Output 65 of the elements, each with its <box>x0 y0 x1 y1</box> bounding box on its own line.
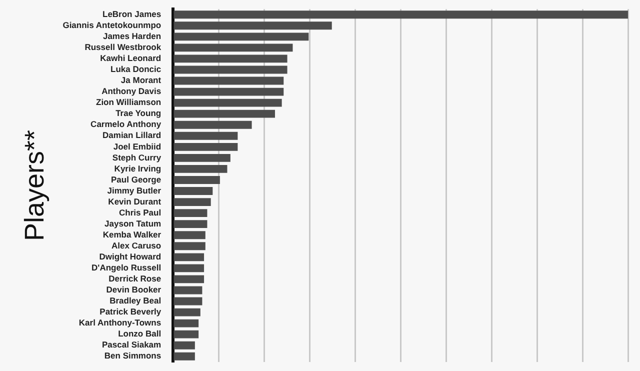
y-axis-title: Players** <box>20 129 50 242</box>
y-tick-label: Luka Doncic <box>110 64 162 74</box>
y-tick-label: D'Angelo Russell <box>92 262 162 273</box>
bar <box>174 352 195 360</box>
y-tick-label: Chris Paul <box>119 207 162 218</box>
bar <box>174 275 204 284</box>
y-tick-label: Paul George <box>111 174 162 184</box>
y-tick-label: Damian Lillard <box>102 130 162 140</box>
y-tick-label: Carmelo Anthony <box>90 119 162 130</box>
bar <box>174 76 284 85</box>
bar <box>174 110 275 118</box>
bar <box>174 164 228 173</box>
y-tick-label: Karl Anthony-Towns <box>78 318 162 328</box>
y-tick-label: Jimmy Butler <box>107 185 162 196</box>
y-tick-label: Ja Morant <box>120 75 162 86</box>
y-tick-label: Zion Williamson <box>96 97 162 108</box>
y-tick-label: Joel Embiid <box>113 141 162 152</box>
bar <box>174 198 211 206</box>
y-tick-label: James Harden <box>102 31 162 42</box>
bar <box>174 330 199 338</box>
bar <box>174 187 213 195</box>
y-tick-label: Patrick Beverly <box>100 306 162 317</box>
y-tick-label: Trae Young <box>116 108 162 118</box>
y-tick-label: Derrick Rose <box>108 274 162 284</box>
y-tick-label: Pascal Siakam <box>102 340 162 350</box>
bar <box>174 44 293 52</box>
bar <box>174 32 309 41</box>
bar <box>174 22 332 30</box>
bar <box>174 264 204 272</box>
y-tick-label: Russell Westbrook <box>84 42 162 52</box>
y-tick-label: Dwight Howard <box>99 252 162 262</box>
y-tick-label: Steph Curry <box>112 152 162 162</box>
bar <box>174 308 200 316</box>
bar <box>174 10 628 19</box>
y-tick-label: Ben Simmons <box>104 350 162 361</box>
y-tick-label: Bradley Beal <box>110 296 162 306</box>
bar <box>174 132 238 140</box>
bar <box>174 220 208 228</box>
y-tick-label: Alex Caruso <box>111 240 162 250</box>
y-tick-label: Kawhi Leonard <box>100 53 162 64</box>
bar <box>174 341 195 350</box>
bar <box>174 319 199 328</box>
bar <box>174 209 208 218</box>
bar <box>174 54 288 63</box>
y-tick-label: Kevin Durant <box>108 196 162 206</box>
bar <box>174 98 282 107</box>
y-tick-label: Jayson Tatum <box>104 218 162 228</box>
y-tick-label: LeBron James <box>102 8 162 19</box>
bar <box>174 142 238 151</box>
bar <box>174 242 206 250</box>
y-tick-label: Devin Booker <box>106 284 162 295</box>
y-tick-label: Kyrie Irving <box>114 163 162 174</box>
bar <box>174 120 252 129</box>
y-tick-label: Anthony Davis <box>102 86 162 96</box>
y-tick-label: Kemba Walker <box>102 229 162 240</box>
bar <box>174 253 204 262</box>
bar <box>174 154 230 162</box>
bar <box>174 88 284 96</box>
bar <box>174 176 220 184</box>
bar <box>174 66 288 74</box>
bar <box>174 297 202 306</box>
bar <box>174 286 202 294</box>
bar <box>174 231 206 240</box>
y-tick-label: Lonzo Ball <box>118 328 162 339</box>
y-tick-label: Giannis Antetokounmpo <box>62 20 162 30</box>
